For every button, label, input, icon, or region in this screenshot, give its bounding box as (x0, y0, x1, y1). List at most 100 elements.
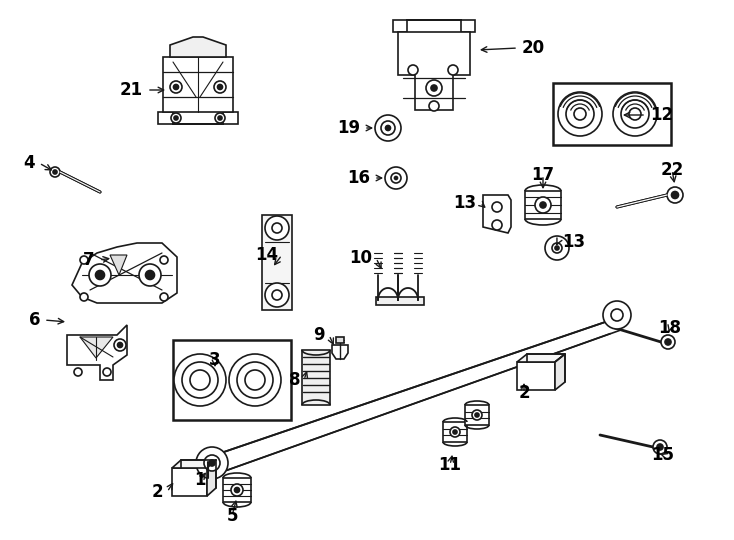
Circle shape (661, 335, 675, 349)
Bar (302, 350, 330, 405)
Polygon shape (332, 345, 348, 359)
Text: 7: 7 (84, 251, 95, 269)
Text: 15: 15 (652, 446, 675, 464)
Circle shape (265, 283, 289, 307)
Text: 20: 20 (522, 39, 545, 57)
Circle shape (214, 81, 226, 93)
Circle shape (196, 447, 228, 479)
Text: 21: 21 (120, 81, 143, 99)
Circle shape (381, 121, 395, 135)
Text: 19: 19 (337, 119, 360, 137)
Text: 16: 16 (347, 169, 370, 187)
Circle shape (265, 216, 289, 240)
Circle shape (555, 246, 559, 250)
Circle shape (160, 256, 168, 264)
Polygon shape (172, 460, 216, 468)
Circle shape (475, 413, 479, 417)
Circle shape (103, 368, 111, 376)
Circle shape (80, 256, 88, 264)
Circle shape (667, 187, 683, 203)
Circle shape (558, 92, 602, 136)
Circle shape (629, 108, 641, 120)
Circle shape (272, 223, 282, 233)
Polygon shape (80, 337, 113, 358)
Bar (376, 297, 424, 305)
Circle shape (139, 264, 161, 286)
Circle shape (391, 173, 401, 183)
Circle shape (429, 101, 439, 111)
Text: 2: 2 (151, 483, 163, 501)
Circle shape (160, 293, 168, 301)
Circle shape (190, 370, 210, 390)
Polygon shape (483, 195, 511, 233)
Bar (553, 83, 671, 145)
Circle shape (89, 264, 111, 286)
Text: 12: 12 (650, 106, 673, 124)
Polygon shape (163, 57, 233, 112)
Text: 22: 22 (661, 161, 683, 179)
Bar (172, 468, 207, 496)
Text: 9: 9 (313, 326, 325, 344)
Circle shape (566, 100, 594, 128)
Text: 10: 10 (349, 249, 372, 267)
Text: 13: 13 (453, 194, 476, 212)
Bar (443, 422, 467, 442)
Bar (525, 191, 561, 219)
Circle shape (173, 84, 178, 90)
Circle shape (385, 125, 390, 131)
Polygon shape (517, 354, 565, 362)
Polygon shape (262, 215, 292, 310)
Circle shape (80, 293, 88, 301)
Circle shape (545, 236, 569, 260)
Polygon shape (207, 460, 216, 496)
Circle shape (611, 309, 623, 321)
Circle shape (613, 92, 657, 136)
Text: 13: 13 (562, 233, 585, 251)
Circle shape (621, 100, 649, 128)
Circle shape (665, 339, 671, 345)
Circle shape (114, 339, 126, 351)
Circle shape (472, 410, 482, 420)
Circle shape (492, 202, 502, 212)
Bar (336, 337, 344, 343)
Circle shape (394, 177, 398, 179)
Circle shape (492, 220, 502, 230)
Text: 1: 1 (195, 471, 206, 489)
Circle shape (174, 354, 226, 406)
Text: 11: 11 (438, 456, 462, 474)
Circle shape (603, 301, 631, 329)
Polygon shape (72, 243, 177, 303)
Polygon shape (67, 325, 127, 380)
Circle shape (245, 370, 265, 390)
Circle shape (450, 427, 460, 437)
Circle shape (231, 484, 243, 496)
Polygon shape (110, 255, 127, 275)
Circle shape (145, 271, 154, 280)
Text: 17: 17 (531, 166, 555, 184)
Circle shape (95, 271, 104, 280)
Polygon shape (398, 32, 470, 110)
Circle shape (182, 362, 218, 398)
Circle shape (426, 80, 442, 96)
Circle shape (218, 116, 222, 120)
Circle shape (204, 455, 220, 471)
Circle shape (215, 113, 225, 123)
Text: 5: 5 (226, 507, 238, 525)
Text: 14: 14 (255, 246, 278, 264)
Polygon shape (555, 354, 565, 390)
Polygon shape (210, 316, 622, 457)
Circle shape (50, 167, 60, 177)
Text: 8: 8 (288, 371, 300, 389)
Circle shape (540, 202, 546, 208)
Bar (173, 340, 291, 420)
Bar (517, 362, 555, 390)
Circle shape (217, 84, 222, 90)
Circle shape (209, 460, 215, 466)
Circle shape (53, 170, 57, 174)
Text: 4: 4 (23, 154, 35, 172)
Circle shape (272, 290, 282, 300)
Text: 2: 2 (518, 384, 530, 402)
Circle shape (535, 197, 551, 213)
Circle shape (657, 444, 663, 450)
Circle shape (574, 108, 586, 120)
